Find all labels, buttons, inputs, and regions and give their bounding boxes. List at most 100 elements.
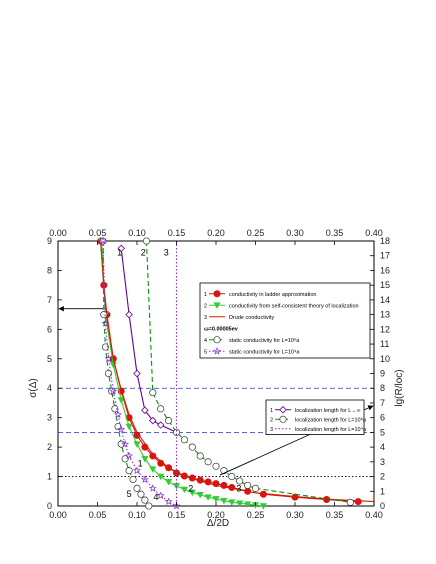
curve-label: 2 xyxy=(141,248,146,258)
data-point-static-1e6 xyxy=(129,475,137,484)
legend-bottom-entry-label: localization length for L=10⁶a xyxy=(295,416,367,423)
legend-bottom-entry-label: localization length for L=10⁴a xyxy=(295,426,367,433)
y-tick-label-right: 7 xyxy=(380,398,385,408)
x-tick-label-top: 0.20 xyxy=(207,228,225,238)
series-static-1e6 xyxy=(99,237,153,510)
data-point-static-1e4 xyxy=(109,387,118,395)
x-tick-label-top: 0.40 xyxy=(365,228,383,238)
y-tick-label-right: 12 xyxy=(380,324,390,334)
x-tick-label-bottom: 0.00 xyxy=(49,510,67,520)
y-tick-label-left: 1 xyxy=(47,472,52,482)
legend-bottom-entry-marker xyxy=(279,415,287,423)
data-point-static-1e4 xyxy=(148,484,157,492)
y-tick-label-left: 4 xyxy=(47,383,52,393)
data-point-ladder xyxy=(149,452,157,460)
y-tick-label-right: 13 xyxy=(380,310,390,320)
data-point-loc-1e6 xyxy=(180,436,188,444)
series-line-self-consistent xyxy=(100,240,264,507)
data-point-self-consistent xyxy=(204,494,212,501)
curve-label: 2 xyxy=(188,483,193,493)
x-tick-label-bottom: 0.15 xyxy=(168,510,186,520)
data-point-static-1e4 xyxy=(125,451,134,460)
data-point-loc-1e6 xyxy=(212,462,220,470)
data-point-self-consistent xyxy=(133,441,141,448)
ticks-group: 0.00 0.05 0.10 0.15 0.20 0.25 0.30 0.35 0.40 0.00… xyxy=(47,228,390,520)
data-point-static-1e6 xyxy=(105,369,113,378)
x-tick-label-bottom: 0.20 xyxy=(207,510,225,520)
data-point-loc-1e6 xyxy=(188,443,196,451)
x-tick-label-bottom: 0.35 xyxy=(326,510,344,520)
x-axis-title: Δ/2D xyxy=(207,518,229,529)
y-tick-label-left: 5 xyxy=(47,354,52,364)
legend-top-entry-marker xyxy=(213,302,221,309)
x-tick-label-top: 0.35 xyxy=(326,228,344,238)
data-point-self-consistent xyxy=(141,456,149,463)
data-point-static-1e4 xyxy=(172,501,181,510)
y-tick-label-right: 8 xyxy=(380,383,385,393)
data-point-loc-1e6 xyxy=(142,237,151,245)
x-tick-label-top: 0.25 xyxy=(247,228,265,238)
curve-label: 4 xyxy=(153,492,158,502)
curve-label: 1 xyxy=(117,248,122,258)
data-point-static-1e6 xyxy=(133,484,141,492)
x-tick-label-top: 0.10 xyxy=(128,228,146,238)
y-tick-label-right: 11 xyxy=(380,339,389,349)
data-point-static-1e6 xyxy=(121,455,129,463)
legend-top-entry-number: 1 xyxy=(204,292,207,298)
data-point-loc-inf xyxy=(149,416,157,425)
legend-top-entry-number: 4 xyxy=(204,338,207,344)
data-point-self-consistent xyxy=(117,397,125,404)
y-axis-title-right: lg(R/loc) xyxy=(394,369,405,406)
series-group xyxy=(97,236,375,510)
y-tick-label-left: 3 xyxy=(47,413,52,423)
data-point-self-consistent xyxy=(157,473,165,481)
legend-top-entry-label: Drude conductivity xyxy=(229,315,274,321)
x-tick-label-bottom: 0.40 xyxy=(365,510,383,520)
data-point-static-1e4 xyxy=(104,354,113,363)
x-tick-label-top: 0.00 xyxy=(49,228,67,238)
data-point-static-1e4 xyxy=(164,497,173,505)
data-point-static-1e4 xyxy=(121,440,130,448)
data-point-static-1e6 xyxy=(141,496,149,504)
x-tick-label-bottom: 0.10 xyxy=(128,510,146,520)
legend-top-entry-label: ω=0.00005ev xyxy=(204,326,239,332)
series-line-drude xyxy=(100,240,375,503)
y-tick-label-right: 18 xyxy=(380,236,390,246)
data-point-static-1e4 xyxy=(117,425,126,433)
data-point-ladder xyxy=(354,498,362,506)
data-point-static-1e4 xyxy=(140,475,149,483)
data-point-self-consistent xyxy=(125,423,133,431)
data-point-static-1e6 xyxy=(145,502,153,510)
data-point-loc-inf xyxy=(125,310,133,319)
y-tick-label-right: 10 xyxy=(380,354,390,364)
data-point-loc-inf xyxy=(141,406,149,415)
data-point-loc-inf xyxy=(133,369,141,378)
series-line-loc-1e6 xyxy=(145,240,351,503)
data-point-loc-1e6 xyxy=(236,477,244,485)
data-point-self-consistent xyxy=(243,501,252,508)
data-point-self-consistent xyxy=(180,486,189,494)
y-tick-label-right: 3 xyxy=(380,457,385,467)
legend-top-entry-number: 2 xyxy=(204,303,207,309)
data-point-self-consistent xyxy=(164,479,173,486)
data-point-static-1e4 xyxy=(101,319,110,327)
legend-bottom-entry-number: 3 xyxy=(270,427,273,433)
data-point-self-consistent xyxy=(259,503,268,510)
legend-top-entry-number: 3 xyxy=(204,315,207,321)
series-self-consistent xyxy=(97,238,268,510)
legend-bottom-entry-number: 2 xyxy=(270,417,273,423)
data-point-loc-1e6 xyxy=(204,458,212,466)
x-tick-label-top: 0.05 xyxy=(89,228,107,238)
data-point-self-consistent xyxy=(149,466,157,473)
series-loc-1e6 xyxy=(142,237,354,506)
data-point-loc-1e6 xyxy=(172,428,181,436)
curve-label: 3 xyxy=(164,248,169,258)
data-point-loc-1e6 xyxy=(228,473,236,481)
y-tick-label-left: 7 xyxy=(47,295,52,305)
y-tick-label-right: 2 xyxy=(380,472,385,482)
data-point-self-consistent xyxy=(188,489,196,497)
series-loc-inf xyxy=(117,244,181,437)
data-point-static-1e4 xyxy=(99,236,107,245)
y-axis-title-left: σ(Δ) xyxy=(28,378,39,398)
